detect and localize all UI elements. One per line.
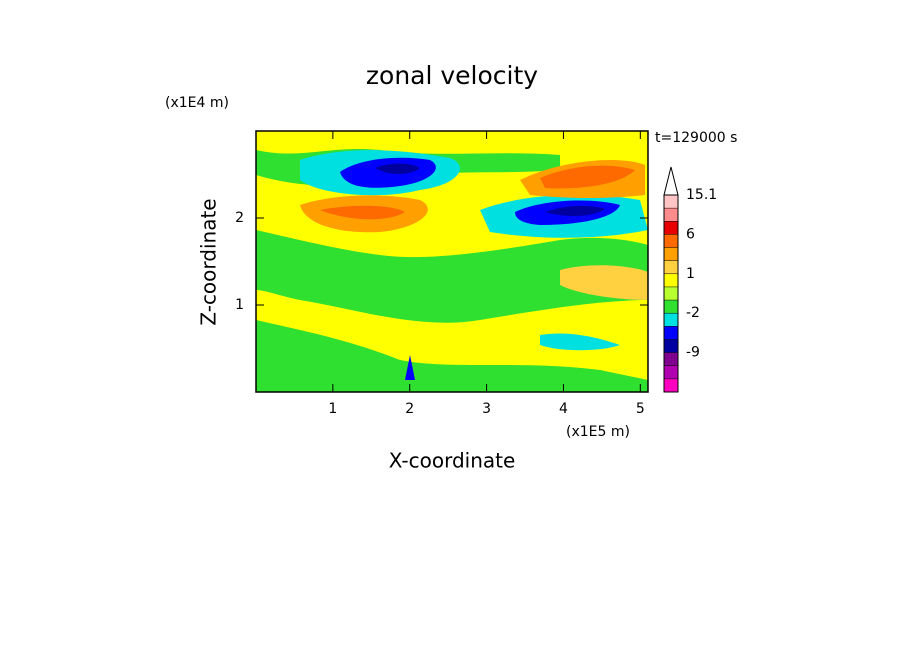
colorbar-segment [664, 352, 678, 366]
colorbar-label: -9 [686, 345, 700, 361]
field-region [560, 265, 648, 300]
field-region [540, 165, 635, 189]
field-region [320, 205, 405, 220]
x-tick-label: 4 [559, 401, 568, 417]
x-tick-label: 3 [482, 401, 491, 417]
colorbar-segment [664, 326, 678, 340]
colorbar-segment [664, 313, 678, 327]
annotation: t=129000 s [655, 130, 737, 146]
colorbar-segment [664, 300, 678, 314]
colorbar-label: -2 [686, 305, 700, 321]
chart-title: zonal velocity [366, 61, 538, 90]
colorbar-segment [664, 195, 678, 209]
x-unit: (x1E5 m) [566, 424, 630, 440]
colorbar-segment [664, 260, 678, 274]
colorbar-segment [664, 339, 678, 353]
x-axis-title: X-coordinate [389, 449, 516, 473]
y-tick-label: 1 [235, 297, 244, 313]
colorbar-segment [664, 247, 678, 261]
x-tick-label: 1 [328, 401, 337, 417]
colorbar-segment [664, 234, 678, 248]
field-region [256, 230, 648, 323]
y-tick-label: 2 [235, 210, 244, 226]
contour-field [256, 131, 648, 392]
colorbar-segment [664, 378, 678, 392]
y-axis-title: Z-coordinate [197, 198, 221, 325]
field-region [545, 205, 605, 216]
colorbar-segment [664, 208, 678, 222]
colorbar-extension [663, 166, 679, 196]
colorbar-label: 6 [686, 226, 695, 242]
plot-frame [255, 130, 649, 393]
colorbar-label: 1 [686, 266, 695, 282]
colorbar-segment [664, 221, 678, 235]
colorbar-segment [664, 286, 678, 301]
x-tick-label: 2 [405, 401, 414, 417]
colorbar-segment [664, 273, 678, 287]
field-region [256, 320, 648, 392]
field-region [540, 333, 620, 351]
colorbar-segment [664, 365, 678, 379]
field-region [405, 355, 415, 380]
colorbar-label: 15.1 [686, 187, 717, 203]
y-unit: (x1E4 m) [165, 95, 229, 111]
field-region [375, 163, 420, 174]
x-tick-label: 5 [636, 401, 645, 417]
